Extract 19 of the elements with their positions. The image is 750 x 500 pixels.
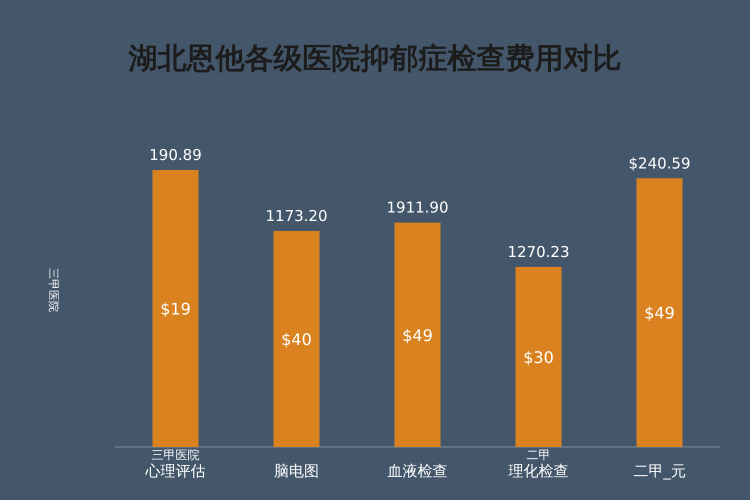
annotation: $30 — [523, 348, 554, 367]
text: 三甲医院 — [152, 448, 200, 462]
text: 二甲 — [526, 448, 550, 462]
annotation: 1270.23 — [507, 242, 570, 261]
annotation: $49 — [402, 326, 433, 345]
x-tick-label: 血液检查 — [388, 462, 448, 480]
annotation: $40 — [281, 330, 312, 349]
x-tick-label: 二甲_元 — [633, 462, 686, 480]
x-tick-label: 理化检查 — [508, 462, 568, 480]
annotation: 1173.20 — [265, 206, 328, 225]
annotation: 1911.90 — [386, 198, 449, 217]
annotation: $19 — [160, 300, 191, 318]
annotation: $49 — [644, 304, 675, 323]
annotation: $240.59 — [628, 154, 691, 172]
text: 190.89 — [149, 146, 202, 164]
x-tick-label: 脑电图 — [274, 462, 319, 480]
chart-title: 湖北恩他各级医院抑郁症检查费用对比 — [128, 41, 622, 75]
y-axis-title: 三甲医院 — [47, 268, 60, 312]
x-tick-label: 心理评估 — [144, 462, 206, 480]
